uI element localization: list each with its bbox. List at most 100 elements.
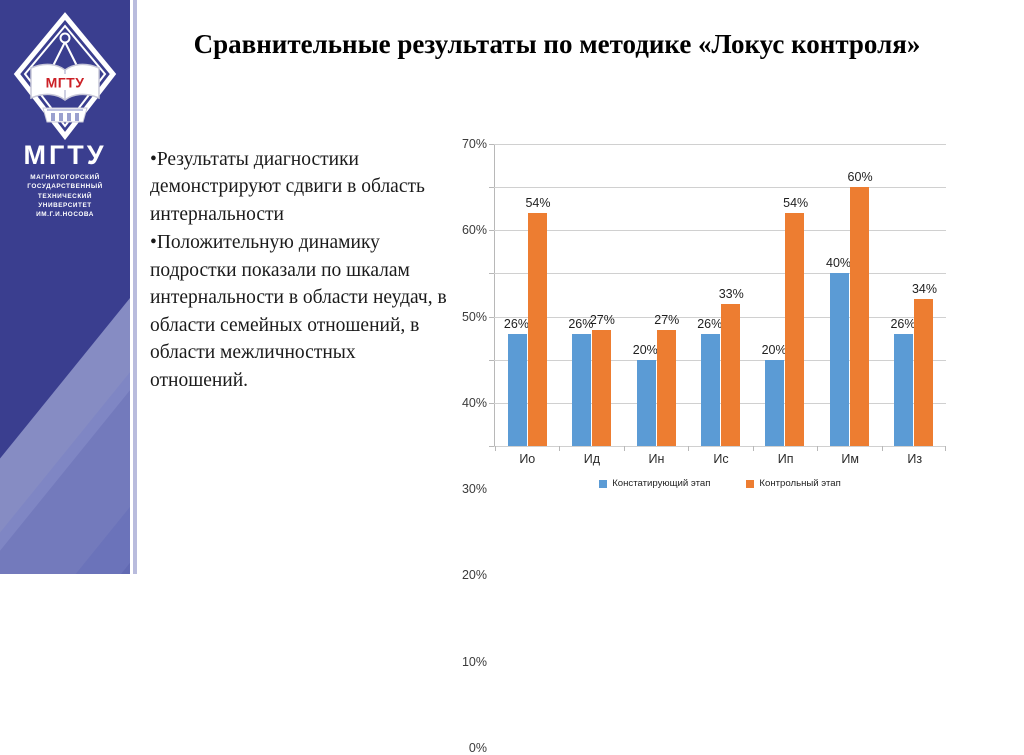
- bullet-item: •Результаты диагностики демонстрируют сд…: [150, 149, 425, 225]
- bar[interactable]: 26%: [890, 317, 915, 446]
- y-axis-tick-label: 70%: [461, 137, 487, 151]
- bullet-list: •Результаты диагностики демонстрируют сд…: [150, 146, 450, 394]
- bar-value-label: 40%: [826, 256, 852, 271]
- bar-groups: 26% 54% 26% 27% 20% 27% 26% 33% 20% 54% 40% 60% 26% 3…: [495, 144, 946, 451]
- y-axis-tick-label: 0%: [468, 741, 487, 755]
- y-axis-tick-label: 60%: [461, 223, 487, 238]
- x-axis-category-label: Ид: [583, 452, 600, 466]
- sidebar-diagonal-stripes: [0, 140, 130, 574]
- university-logo: МГТУ МГТУ МАГНИТОГОРСКИЙ ГОСУДАРСТВЕННЫЙ…: [0, 12, 130, 219]
- gridline: 70%: [462, 137, 946, 151]
- bar-group: 26% 27%: [559, 144, 623, 451]
- x-axis-category-label: Ис: [713, 452, 729, 466]
- sidebar-light-edge: [133, 0, 137, 574]
- emblem-acronym-text: МГТУ: [46, 75, 85, 91]
- y-axis-tick-mark: [489, 144, 494, 145]
- x-axis-tick-mark: [623, 446, 625, 451]
- x-axis-tick-mark: [817, 446, 819, 451]
- bar[interactable]: 27%: [590, 313, 615, 446]
- logo-acronym: МГТУ: [23, 140, 107, 170]
- bar-group: 26% 34%: [881, 144, 946, 451]
- bar-group: 26% 54%: [495, 144, 559, 451]
- gridline: 40%: [462, 273, 946, 410]
- bar-group: 40% 60%: [817, 144, 881, 451]
- y-axis-tick-mark: [489, 230, 494, 232]
- bar-value-label: 26%: [697, 316, 723, 331]
- bar[interactable]: 26%: [568, 317, 593, 446]
- logo-subtitle-line-3: ТЕХНИЧЕСКИЙ: [37, 192, 93, 200]
- y-axis-tick-mark: [489, 316, 494, 318]
- legend-item[interactable]: Контрольный этап: [746, 478, 841, 489]
- bar-value-label: 54%: [783, 196, 809, 211]
- y-axis-tick-label: 30%: [461, 482, 487, 497]
- bar[interactable]: 33%: [719, 287, 744, 446]
- bar-value-label: 26%: [890, 316, 916, 331]
- x-axis-tick-mark: [752, 446, 754, 451]
- y-axis-tick-mark: [489, 187, 494, 189]
- bar-value-label: 27%: [654, 312, 680, 327]
- y-axis-tick-mark: [489, 359, 494, 361]
- chart-legend: Констатирующий этап Контрольный этап: [494, 478, 946, 489]
- legend-label: Констатирующий этап: [612, 478, 711, 489]
- bar-value-label: 20%: [761, 342, 787, 357]
- bar-group: 20% 54%: [752, 144, 817, 451]
- bar[interactable]: 26%: [697, 317, 722, 446]
- bar-chart: 0% 10% 20% 30% 40% 50% 60% 70% 26% 54% 26% 27% 20% 2…: [452, 130, 1012, 755]
- x-axis-tick-mark: [881, 446, 883, 451]
- logo-subtitle-line-1: МАГНИТОГОРСКИЙ: [30, 174, 100, 181]
- chart-plot-area: 0% 10% 20% 30% 40% 50% 60% 70% 26% 54% 26% 27% 20% 2…: [462, 137, 946, 755]
- x-axis-tick-mark: [559, 446, 561, 451]
- x-axis-category-label: Ип: [777, 452, 794, 466]
- bar[interactable]: 34%: [912, 282, 937, 446]
- bar[interactable]: 20%: [762, 343, 787, 446]
- x-axis-category-label: Им: [841, 452, 859, 466]
- bar-value-label: 33%: [718, 286, 744, 301]
- y-axis-tick-mark: [489, 446, 494, 447]
- x-axis-tick-mark: [944, 446, 946, 451]
- legend-color-swatch: [599, 479, 608, 488]
- bar-group: 26% 33%: [688, 144, 752, 451]
- x-axis-category-label: Ио: [519, 452, 536, 466]
- bar[interactable]: 54%: [783, 196, 808, 446]
- logo-subtitle-line-2: ГОСУДАРСТВЕННЫЙ: [27, 183, 103, 191]
- bar-value-label: 26%: [503, 316, 529, 331]
- bar-value-label: 34%: [911, 282, 937, 297]
- x-axis-category-label: Из: [907, 452, 923, 466]
- legend-label: Контрольный этап: [759, 478, 841, 489]
- y-axis-tick-label: 50%: [461, 309, 487, 324]
- y-axis-tick-label: 10%: [461, 654, 487, 669]
- legend-item[interactable]: Констатирующий этап: [599, 478, 710, 489]
- x-axis-tick-mark: [688, 446, 690, 451]
- bar[interactable]: 26%: [504, 317, 529, 446]
- x-axis-category-label: Ин: [648, 452, 665, 466]
- bar-value-label: 20%: [632, 342, 658, 357]
- bar[interactable]: 54%: [525, 196, 550, 446]
- slide-title: Сравнительные результаты по методике «Ло…: [193, 29, 921, 59]
- bar[interactable]: 60%: [848, 170, 873, 446]
- bar-group: 20% 27%: [623, 144, 688, 451]
- gridline: 30%: [462, 316, 946, 496]
- legend-color-swatch: [746, 479, 755, 488]
- x-axis-labels: Ио Ид Ин Ис Ип Им Из: [495, 452, 947, 466]
- bar-value-label: 60%: [847, 170, 873, 185]
- y-axis-tick-label: 40%: [461, 395, 487, 410]
- x-axis-tick-mark: [495, 446, 496, 451]
- bar[interactable]: 27%: [654, 313, 679, 446]
- logo-subtitle-line-5: ИМ.Г.И.НОСОВА: [36, 211, 94, 219]
- bar-value-label: 54%: [525, 196, 551, 211]
- y-axis-line: [494, 144, 495, 446]
- y-axis-tick-label: 20%: [461, 568, 487, 583]
- bar-value-label: 27%: [589, 312, 615, 327]
- bar[interactable]: 40%: [826, 256, 851, 446]
- logo-subtitle-line-4: УНИВЕРСИТЕТ: [38, 201, 92, 209]
- sidebar-white-edge: [130, 0, 133, 574]
- bar-value-label: 26%: [568, 316, 594, 331]
- mgtu-emblem-icon: МГТУ: [13, 12, 117, 140]
- bar[interactable]: 20%: [633, 343, 658, 446]
- y-axis-tick-mark: [489, 402, 494, 404]
- gridline: 0%: [469, 446, 946, 755]
- gridline: 50%: [462, 230, 946, 324]
- bullet-item: •Положительную динамику подростки показа…: [150, 232, 447, 391]
- logo-subtitle: МАГНИТОГОРСКИЙ ГОСУДАРСТВЕННЫЙ ТЕХНИЧЕСК…: [0, 173, 130, 219]
